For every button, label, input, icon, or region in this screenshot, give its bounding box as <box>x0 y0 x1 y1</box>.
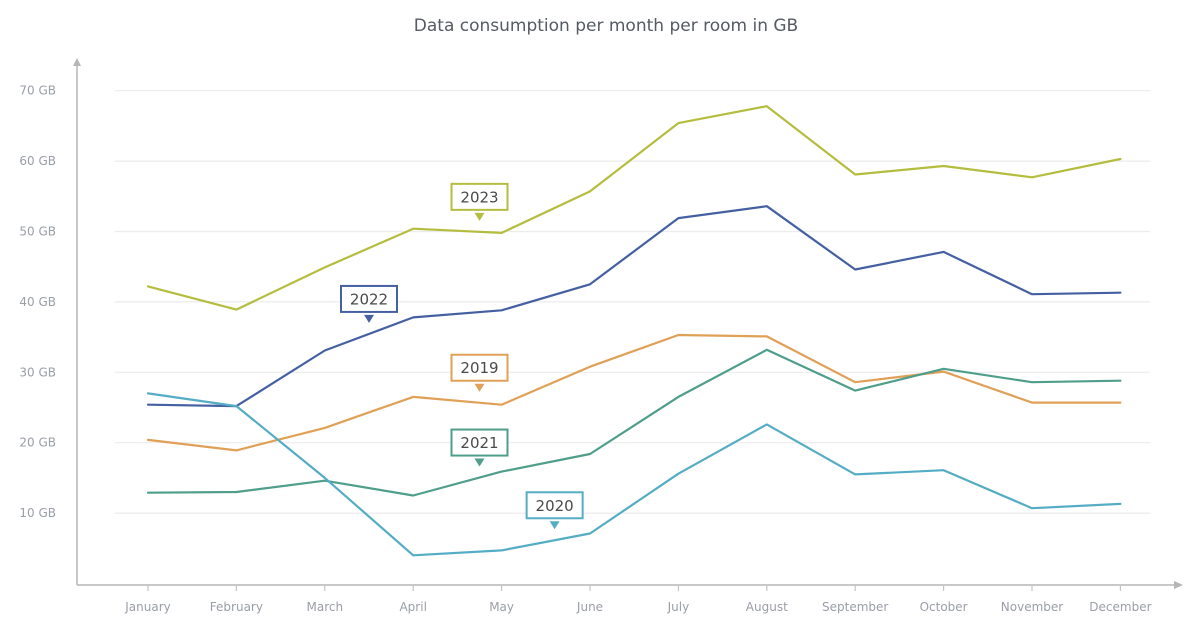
series-labels: 2023 2022 2019 2021 2020 <box>340 182 584 530</box>
x-tick-label: August <box>746 600 788 614</box>
chart-title: Data consumption per month per room in G… <box>414 16 798 36</box>
series-label-text: 2022 <box>350 290 388 308</box>
series-label-pointer <box>364 314 374 323</box>
series-line-2020 <box>146 392 1122 557</box>
y-tick-label: 60 GB <box>19 154 56 168</box>
series-label-box <box>450 428 509 457</box>
series-label-pointer <box>474 212 485 221</box>
y-axis-arrow <box>73 58 81 66</box>
series-label-pointer <box>549 521 560 530</box>
x-tick-label: December <box>1089 600 1151 614</box>
y-tick-label: 20 GB <box>19 436 56 450</box>
series-label-text: 2023 <box>460 188 498 206</box>
x-tick-label: May <box>489 600 514 614</box>
series-label-2021: 2021 <box>450 428 509 467</box>
series-label-2023: 2023 <box>450 182 509 221</box>
y-tick-label: 70 GB <box>19 84 56 98</box>
series-label-text: 2020 <box>536 497 574 515</box>
series-label-text: 2019 <box>460 359 498 377</box>
x-tick-label: January <box>124 600 171 614</box>
series-line-2019 <box>146 333 1122 452</box>
x-tick-label: October <box>920 600 968 614</box>
series-line-2021 <box>146 348 1122 497</box>
x-tick-label: March <box>307 600 344 614</box>
x-tick-label: July <box>667 600 690 614</box>
series-label-text: 2021 <box>460 434 498 452</box>
series-label-2022: 2022 <box>340 284 398 323</box>
x-tick-label: June <box>576 600 603 614</box>
series-label-box <box>450 353 509 382</box>
x-tick-label: April <box>399 600 426 614</box>
y-tick-label: 40 GB <box>19 295 56 309</box>
series-label-2020: 2020 <box>525 491 584 530</box>
series-label-pointer <box>474 383 485 392</box>
x-axis-arrow <box>1174 581 1183 589</box>
y-tick-label: 10 GB <box>19 506 56 520</box>
x-tick-label: February <box>210 600 263 614</box>
series-label-box <box>340 284 398 313</box>
y-tick-label: 30 GB <box>19 365 56 379</box>
series-label-pointer <box>474 458 485 467</box>
x-tick-labels: January February March April May June July Augu… <box>124 585 1152 614</box>
x-tick-label: November <box>1001 600 1063 614</box>
series-line-2023 <box>146 105 1122 311</box>
series-label-box <box>525 491 584 520</box>
series-line-2022 <box>146 205 1122 408</box>
y-tick-labels: 10 GB 20 GB 30 GB 40 GB 50 GB 60 GB 70 GB <box>19 84 56 520</box>
series-label-box <box>450 182 509 211</box>
series-lines <box>146 105 1122 557</box>
axes <box>73 58 1183 589</box>
x-tick-label: September <box>822 600 888 614</box>
gridlines <box>115 90 1150 514</box>
y-tick-label: 50 GB <box>19 225 56 239</box>
series-label-2019: 2019 <box>450 353 509 392</box>
